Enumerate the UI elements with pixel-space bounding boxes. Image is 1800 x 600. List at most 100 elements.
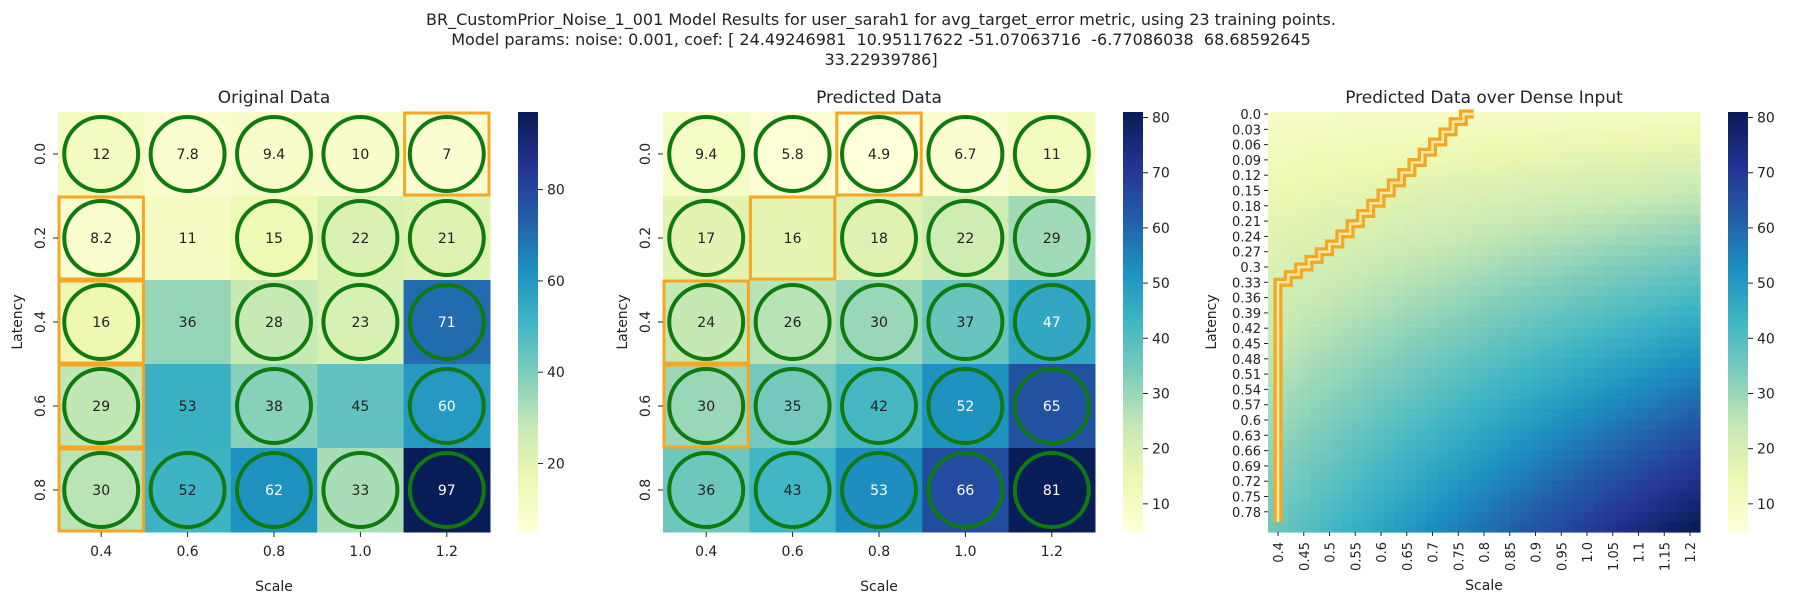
dense-cell	[1415, 429, 1427, 441]
dense-cell	[1331, 193, 1343, 205]
heatmap-cell	[317, 112, 405, 197]
cell-circle-marker	[753, 115, 832, 193]
dense-cell	[1352, 439, 1364, 451]
heatmap-cell	[663, 112, 750, 197]
dense-cell	[1447, 491, 1459, 502]
heatmap-cell	[403, 280, 491, 365]
dense-cell	[1605, 224, 1617, 236]
dense-cell	[1489, 470, 1501, 482]
colorbar-segment	[518, 430, 538, 435]
cell-value-label: 30	[92, 483, 110, 499]
colorbar-segment	[518, 308, 538, 313]
dense-cell	[1373, 214, 1385, 226]
dense-cell	[1552, 204, 1564, 216]
dense-cell	[1636, 388, 1648, 400]
dense-cell	[1573, 245, 1585, 257]
colorbar-segment	[1728, 353, 1748, 358]
dense-cell	[1468, 460, 1480, 472]
dense-cell	[1605, 214, 1617, 226]
dense-cell	[1394, 327, 1406, 338]
dense-cell	[1689, 306, 1701, 318]
dense-cell	[1489, 224, 1501, 236]
dense-cell	[1457, 480, 1469, 492]
colorbar-segment	[1123, 308, 1143, 313]
cell-value-label: 66	[956, 483, 974, 499]
dense-cell	[1341, 511, 1353, 523]
dense-cell	[1657, 152, 1669, 164]
dense-cell	[1689, 419, 1701, 431]
cell-circle-marker	[926, 115, 1005, 193]
dense-cell	[1636, 491, 1648, 502]
colorbar-segment	[518, 371, 538, 376]
dense-cell	[1584, 511, 1596, 523]
dense-cell	[1510, 501, 1522, 513]
dense-cell	[1605, 173, 1617, 185]
dense-cell	[1436, 521, 1448, 533]
dense-cell	[1636, 234, 1648, 246]
dense-cell	[1510, 327, 1522, 338]
dense-cell	[1383, 286, 1396, 297]
y-tick-label: 0.03	[1232, 123, 1261, 138]
dense-cell	[1320, 193, 1332, 205]
dense-cell	[1668, 378, 1680, 390]
dense-cell	[1541, 173, 1554, 185]
dense-cell	[1605, 245, 1617, 257]
dense-cell	[1636, 460, 1648, 472]
dense-cell	[1563, 265, 1575, 277]
dense-cell	[1689, 112, 1701, 123]
colorbar-segment	[1123, 199, 1143, 204]
dense-cell	[1615, 183, 1627, 195]
dense-cell	[1678, 234, 1691, 246]
dense-cell	[1383, 491, 1396, 502]
colorbar-segment	[1123, 507, 1143, 512]
colorbar-segment	[518, 497, 538, 502]
heatmap-cell	[58, 448, 145, 533]
dense-cell	[1668, 347, 1680, 359]
cell-value-label: 71	[438, 315, 456, 331]
dense-cell	[1331, 245, 1343, 257]
dense-cell	[1541, 460, 1554, 472]
dense-cell	[1647, 460, 1659, 472]
colorbar-segment	[1728, 203, 1748, 208]
dense-cell	[1531, 286, 1543, 297]
dense-cell	[1404, 511, 1417, 523]
colorbar-segment	[1123, 350, 1143, 355]
dense-cell	[1520, 511, 1533, 523]
colorbar-segment	[1728, 406, 1748, 411]
dense-cell	[1373, 491, 1385, 502]
dense-cell	[1383, 214, 1396, 226]
colorbar-segment	[1123, 311, 1143, 316]
dense-cell	[1352, 398, 1364, 410]
dense-cell	[1426, 152, 1438, 164]
dense-cell	[1468, 224, 1480, 236]
dense-cell	[1278, 501, 1290, 513]
dense-cell	[1573, 491, 1585, 502]
colorbar-segment	[1123, 280, 1143, 285]
colorbar-segment	[518, 462, 538, 467]
dense-cell	[1573, 429, 1585, 441]
dense-cell	[1457, 255, 1469, 267]
dense-cell	[1447, 470, 1459, 482]
x-tick-label: 0.4	[90, 544, 112, 560]
colorbar-segment	[518, 119, 538, 124]
colorbar-segment	[518, 325, 538, 330]
dense-cell	[1478, 245, 1490, 257]
dense-cell	[1352, 152, 1364, 164]
dense-cell	[1352, 450, 1364, 461]
dense-cell	[1320, 122, 1332, 134]
dense-cell	[1594, 347, 1606, 359]
dense-cell	[1552, 409, 1564, 420]
cell-value-label: 42	[870, 399, 888, 415]
dense-cell	[1278, 450, 1290, 461]
dense-cell	[1520, 491, 1533, 502]
dense-cell	[1352, 511, 1364, 523]
dense-cell	[1404, 204, 1417, 216]
colorbar-segment	[1728, 255, 1748, 260]
colorbar-segment	[518, 367, 538, 372]
dense-cell	[1457, 275, 1469, 287]
dense-cell	[1310, 491, 1322, 502]
dense-cell	[1468, 511, 1480, 523]
dense-cell	[1605, 112, 1617, 123]
cell-value-label: 53	[179, 399, 197, 415]
